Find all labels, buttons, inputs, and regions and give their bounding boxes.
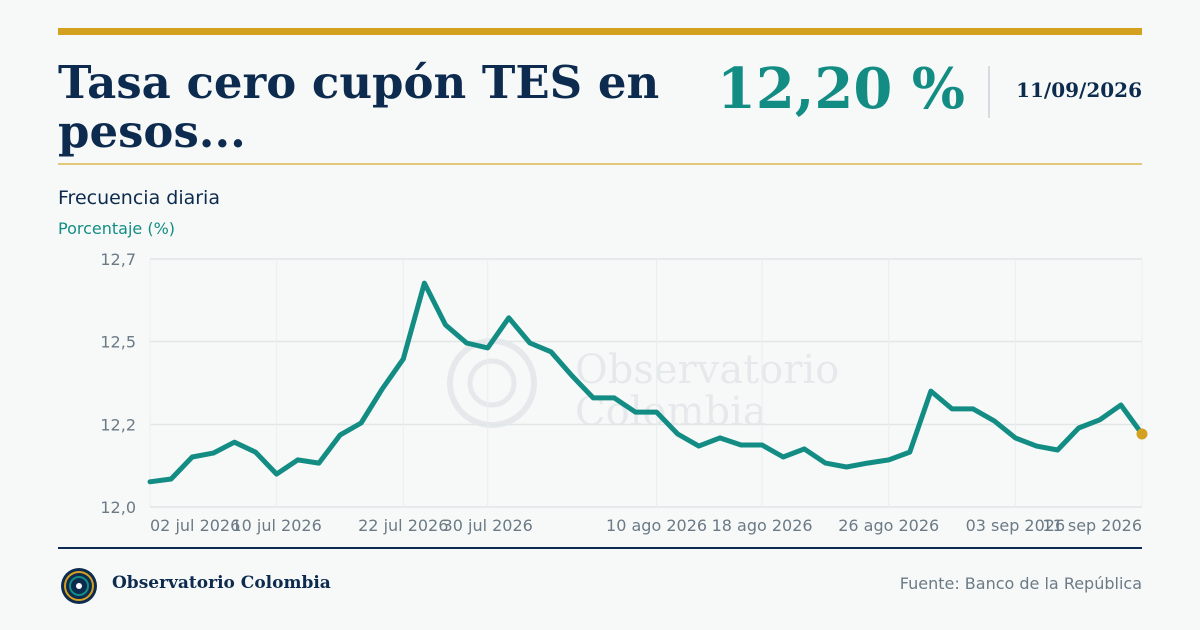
top-bar — [58, 28, 1142, 35]
y-axis-label: Porcentaje (%) — [58, 219, 176, 238]
x-tick-label: 30 jul 2026 — [443, 516, 533, 535]
y-tick-label: 12,0 — [100, 498, 136, 517]
subtitle: Frecuencia diaria — [58, 187, 220, 209]
x-tick-label: 10 jul 2026 — [231, 516, 321, 535]
footer-rule — [58, 547, 1142, 549]
y-tick-label: 12,7 — [100, 250, 136, 269]
last-point-marker — [1136, 428, 1148, 440]
watermark-text: Observatorio — [575, 347, 839, 393]
rule — [58, 163, 1142, 165]
watermark-logo — [467, 358, 517, 408]
logo — [61, 568, 97, 604]
x-tick-label: 26 ago 2026 — [838, 516, 939, 535]
x-tick-label: 02 jul 2026 — [150, 516, 240, 535]
y-tick-label: 12,2 — [100, 415, 136, 434]
title: Tasa cero cupón TES en pesos... — [58, 56, 660, 158]
line — [147, 280, 1145, 485]
watermark-logo — [447, 338, 537, 428]
x-tick-label: 10 ago 2026 — [606, 516, 707, 535]
divider — [988, 66, 990, 118]
source: Fuente: Banco de la República — [899, 574, 1142, 593]
current-value: 12,20 % — [716, 56, 965, 122]
x-tick-label: 11 sep 2026 — [1042, 516, 1142, 535]
x-tick-label: 18 ago 2026 — [712, 516, 813, 535]
x-tick-label: 03 sep 2026 — [966, 516, 1066, 535]
y-tick-label: 12,5 — [100, 333, 136, 352]
x-tick-label: 22 jul 2026 — [358, 516, 448, 535]
brand: Observatorio Colombia — [112, 573, 331, 593]
date: 11/09/2026 — [1016, 78, 1142, 102]
